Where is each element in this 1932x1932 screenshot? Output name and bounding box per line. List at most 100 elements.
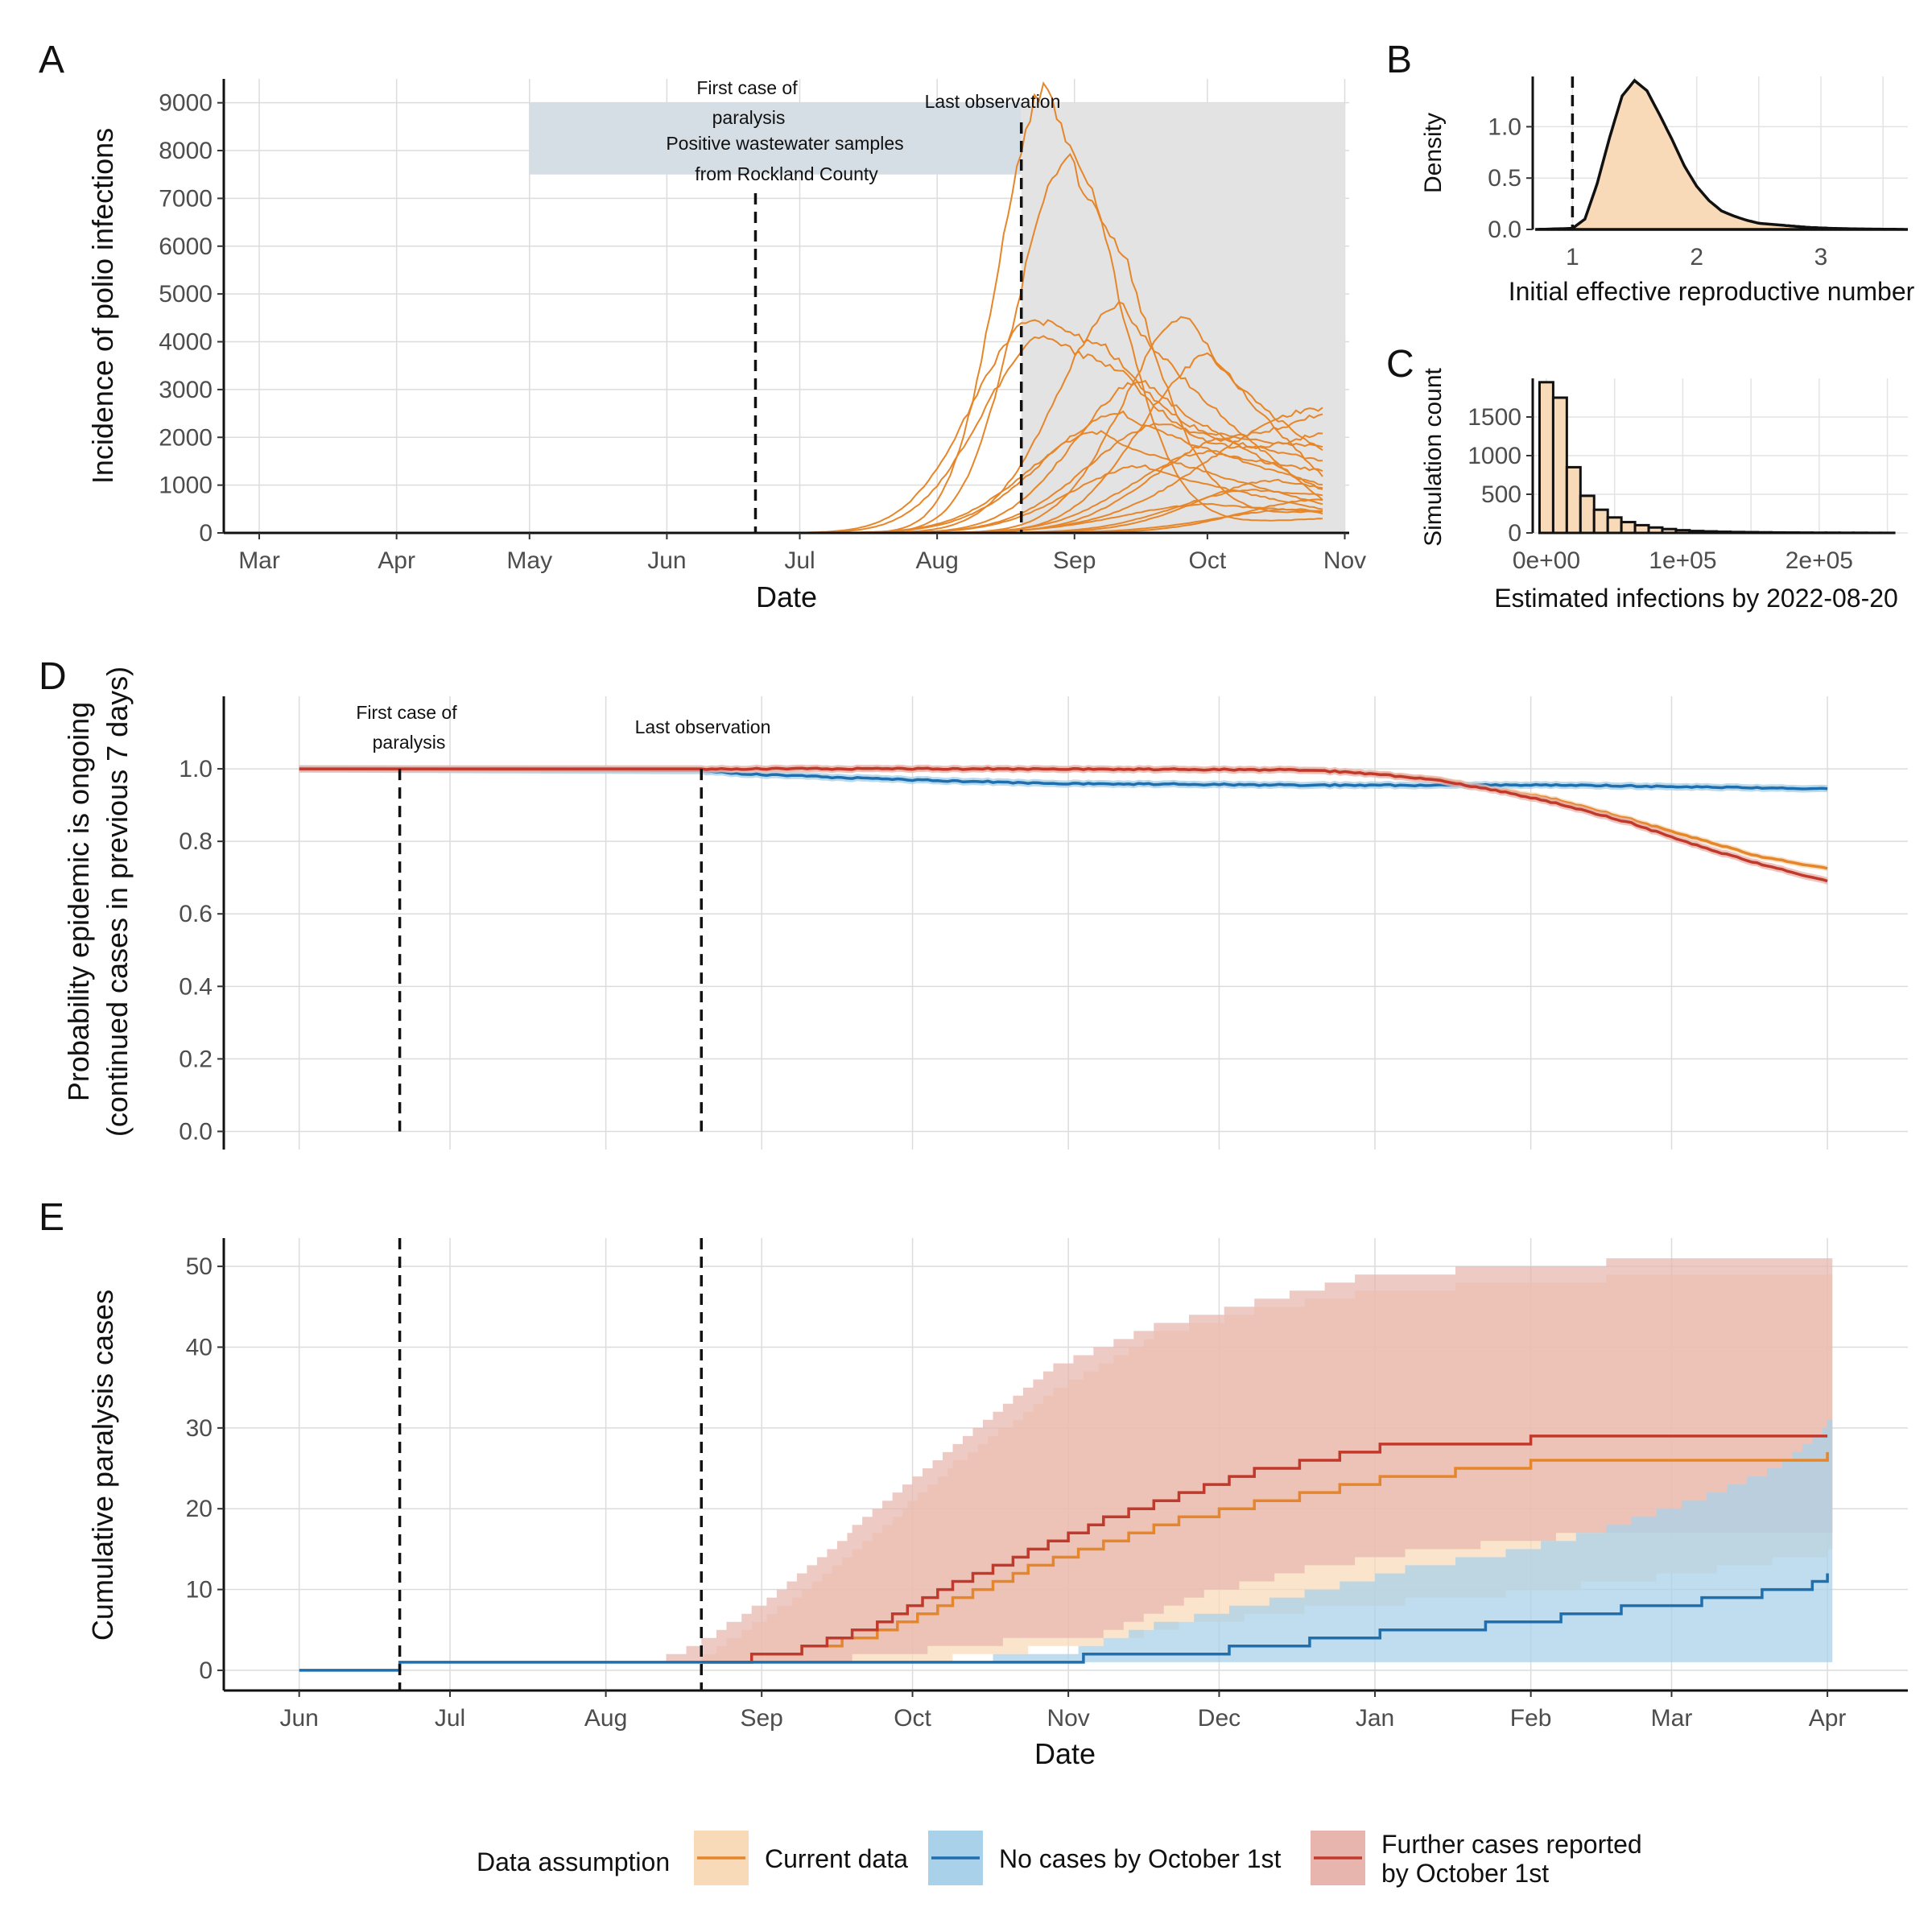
y-tick-label: 0.5 bbox=[1488, 165, 1521, 192]
y-tick-label: 20 bbox=[186, 1496, 213, 1522]
x-tick-label: May bbox=[506, 547, 552, 574]
y-tick-label: 0 bbox=[199, 1657, 213, 1684]
legend: Data assumption Current data No cases by O… bbox=[477, 1830, 1642, 1888]
x-tick-label: Mar bbox=[1651, 1705, 1693, 1732]
histogram-bar bbox=[1770, 530, 1786, 535]
y-tick-label: 0.2 bbox=[179, 1046, 213, 1072]
y-tick-label: 0 bbox=[1508, 520, 1521, 547]
histogram-bar bbox=[1579, 494, 1596, 535]
y-tick-label: 10 bbox=[186, 1577, 213, 1604]
y-tick-label: 1000 bbox=[1468, 443, 1521, 469]
panel-letter-d: D bbox=[39, 655, 67, 698]
y-tick-label: 9000 bbox=[159, 90, 213, 117]
x-tick-label: Jul bbox=[784, 547, 815, 574]
cumulative-line-current bbox=[701, 1451, 1829, 1664]
y-tick-label: 1500 bbox=[1468, 404, 1521, 431]
x-tick-label: 2 bbox=[1690, 244, 1703, 270]
y-tick-label: 30 bbox=[186, 1415, 213, 1442]
x-tick-label: Sep bbox=[740, 1705, 782, 1732]
y-tick-label: 3000 bbox=[159, 377, 213, 403]
x-tick-label: Feb bbox=[1510, 1705, 1552, 1732]
x-tick-label: Apr bbox=[378, 547, 415, 574]
x-tick-label: 3 bbox=[1814, 244, 1828, 270]
legend-label-current: Current data bbox=[765, 1844, 908, 1873]
panel-letter-b: B bbox=[1386, 39, 1412, 81]
panel-e-cumulative-chart: 0 10 20 30 40 50 Jun Jul Aug Sep Oct Nov Dec Jan Feb Ma… bbox=[86, 1238, 1908, 1770]
x-axis-title: Initial effective reproductive number bbox=[1509, 277, 1915, 306]
legend-label-nocases: No cases by October 1st bbox=[999, 1844, 1281, 1873]
histogram-bar bbox=[1757, 530, 1773, 535]
y-tick-label: 40 bbox=[186, 1334, 213, 1360]
cumulative-line-further bbox=[701, 1435, 1828, 1664]
x-tick-label: Dec bbox=[1198, 1705, 1241, 1732]
histogram-bar bbox=[1674, 529, 1691, 535]
y-axis-title: Cumulative paralysis cases bbox=[86, 1290, 119, 1641]
y-tick-label: 0.0 bbox=[1488, 217, 1521, 243]
x-tick-label: Nov bbox=[1046, 1705, 1089, 1732]
x-tick-label: Oct bbox=[894, 1705, 931, 1732]
histogram-bar bbox=[1729, 530, 1746, 535]
y-tick-label: 0.6 bbox=[179, 901, 213, 927]
y-tick-label: 1.0 bbox=[179, 756, 213, 782]
histogram-bar bbox=[1743, 530, 1760, 535]
histogram-bar bbox=[1633, 523, 1650, 535]
y-axis-title: Probability epidemic is ongoing bbox=[62, 702, 95, 1101]
panel-letter-a: A bbox=[39, 39, 64, 81]
legend-title: Data assumption bbox=[477, 1847, 670, 1876]
y-tick-label: 2000 bbox=[159, 424, 213, 451]
annotation-first-case: paralysis bbox=[373, 732, 446, 753]
histogram-bar bbox=[1565, 465, 1582, 535]
x-tick-label: Oct bbox=[1189, 547, 1227, 574]
y-axis-title: Density bbox=[1420, 113, 1447, 193]
x-axis-title: Date bbox=[1034, 1737, 1096, 1770]
histogram-bar bbox=[1551, 396, 1568, 535]
panel-b-density-chart: 0.0 0.5 1.0 1 2 3 Initial effective reproducti… bbox=[1420, 76, 1915, 306]
y-tick-label: 8000 bbox=[159, 138, 213, 164]
probability-line-further bbox=[299, 766, 1828, 883]
histogram-bar bbox=[1661, 527, 1678, 535]
x-tick-label: Aug bbox=[584, 1705, 627, 1732]
x-tick-label: Jul bbox=[435, 1705, 465, 1732]
y-tick-label: 500 bbox=[1481, 481, 1521, 508]
x-tick-label: Jun bbox=[279, 1705, 318, 1732]
x-tick-label: 0e+00 bbox=[1513, 547, 1580, 574]
x-tick-label: Nov bbox=[1323, 547, 1366, 574]
panel-d-probability-chart: First case of paralysis Last observation 0.… bbox=[62, 667, 1908, 1150]
legend-label-further: Further cases reported bbox=[1381, 1830, 1642, 1859]
x-tick-label: Apr bbox=[1809, 1705, 1847, 1732]
density-area bbox=[1535, 78, 1908, 231]
y-tick-label: 1000 bbox=[159, 473, 213, 499]
y-tick-label: 0.0 bbox=[179, 1118, 213, 1145]
x-tick-label: Sep bbox=[1053, 547, 1096, 574]
panel-a-incidence-chart: First case of paralysis Last observation Po… bbox=[86, 77, 1366, 613]
histogram-bar bbox=[1620, 521, 1637, 535]
y-axis-title: (continued cases in previous 7 days) bbox=[101, 667, 134, 1137]
histogram-bar bbox=[1647, 526, 1664, 535]
y-tick-label: 6000 bbox=[159, 233, 213, 260]
y-axis-title: Simulation count bbox=[1420, 367, 1447, 546]
y-tick-label: 4000 bbox=[159, 329, 213, 356]
cumulative-ci-band-further bbox=[666, 1258, 1833, 1662]
y-tick-label: 50 bbox=[186, 1253, 213, 1280]
y-tick-label: 1.0 bbox=[1488, 114, 1521, 140]
x-tick-label: 1e+05 bbox=[1649, 547, 1716, 574]
annotation-wastewater: Positive wastewater samples bbox=[666, 133, 903, 154]
histogram-bar bbox=[1702, 530, 1719, 535]
y-axis-title: Incidence of polio infections bbox=[86, 128, 119, 484]
x-axis-title: Estimated infections by 2022-08-20 bbox=[1494, 584, 1898, 613]
annotation-wastewater: from Rockland County bbox=[695, 163, 878, 184]
annotation-last-observation: Last observation bbox=[925, 91, 1061, 112]
y-tick-label: 0.8 bbox=[179, 828, 213, 855]
histogram-bar bbox=[1538, 381, 1554, 535]
annotation-first-case: First case of bbox=[356, 702, 457, 723]
y-tick-label: 0.4 bbox=[179, 973, 213, 1000]
x-tick-label: 1 bbox=[1566, 244, 1579, 270]
x-tick-label: 2e+05 bbox=[1785, 547, 1853, 574]
y-tick-label: 0 bbox=[199, 520, 213, 547]
cumulative-line-nocases bbox=[299, 1573, 1829, 1672]
x-tick-label: Mar bbox=[238, 547, 280, 574]
y-tick-label: 5000 bbox=[159, 281, 213, 308]
x-tick-label: Aug bbox=[915, 547, 958, 574]
histogram-bar bbox=[1688, 530, 1705, 535]
